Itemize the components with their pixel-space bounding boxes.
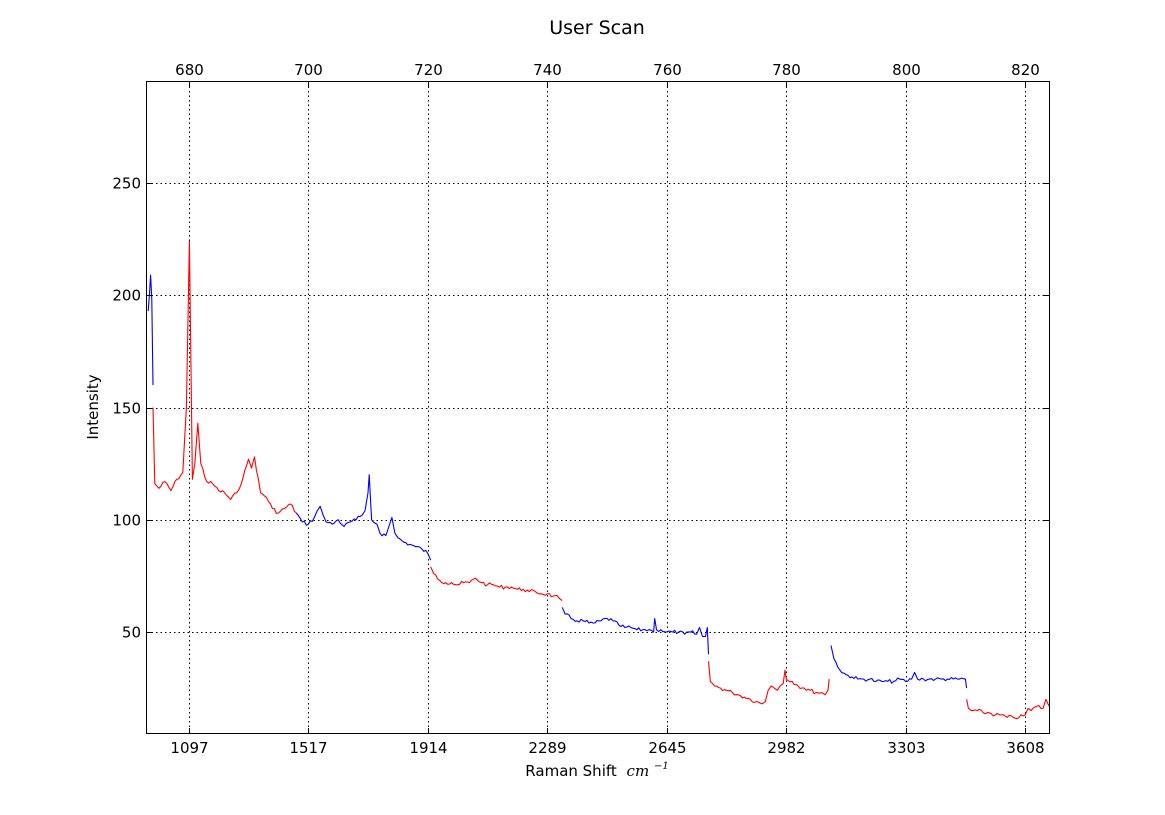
x-axis-unit: cm (627, 762, 650, 780)
bottom-tick-label: 2645 (648, 739, 686, 757)
chart-title: User Scan (549, 17, 645, 39)
bottom-tick-label: 1517 (289, 739, 327, 757)
bottom-tick-label: 2289 (528, 739, 566, 757)
y-axis-title: Intensity (84, 374, 102, 439)
red-series-segment (430, 566, 563, 602)
y-tick-label: 50 (122, 624, 141, 642)
y-axis-tick-labels: 50 100 150 200 250 (112, 175, 141, 642)
bottom-tick-label: 1097 (170, 739, 208, 757)
bottom-tick-label: 3608 (1006, 739, 1044, 757)
x-axis-unit-exponent: −1 (654, 761, 669, 772)
blue-series-segment (147, 274, 154, 386)
blue-series-segment (830, 645, 968, 689)
x-axis-title: Raman Shift cm −1 (525, 761, 668, 780)
spectrum-series (147, 240, 1050, 720)
top-tick-label: 700 (294, 61, 323, 79)
top-tick-label: 760 (653, 61, 682, 79)
y-tick-label: 250 (112, 175, 141, 193)
blue-series-segment (295, 474, 432, 561)
blue-series-segment (561, 607, 710, 655)
red-series-segment (152, 240, 297, 515)
bottom-tick-label: 2982 (767, 739, 805, 757)
top-tick-label: 720 (414, 61, 443, 79)
bottom-tick-label: 1914 (409, 739, 447, 757)
red-series-segment (966, 698, 1050, 720)
top-tick-label: 780 (772, 61, 801, 79)
y-tick-label: 150 (112, 400, 141, 418)
top-tick-label: 820 (1011, 61, 1040, 79)
red-series-segment (707, 661, 830, 705)
plot-frame (146, 81, 1050, 734)
y-tick-label: 100 (112, 512, 141, 530)
grid-lines (147, 82, 1049, 733)
bottom-tick-label: 3303 (887, 739, 925, 757)
axis-ticks (147, 82, 1049, 733)
x-axis-title-text: Raman Shift (525, 762, 617, 780)
y-tick-label: 200 (112, 287, 141, 305)
top-tick-label: 680 (175, 61, 204, 79)
top-axis-tick-labels: 680 700 720 740 760 780 800 820 (175, 61, 1040, 79)
top-tick-label: 740 (533, 61, 562, 79)
top-tick-label: 800 (892, 61, 921, 79)
bottom-axis-tick-labels: 1097 1517 1914 2289 2645 2982 3303 3608 (170, 739, 1044, 757)
